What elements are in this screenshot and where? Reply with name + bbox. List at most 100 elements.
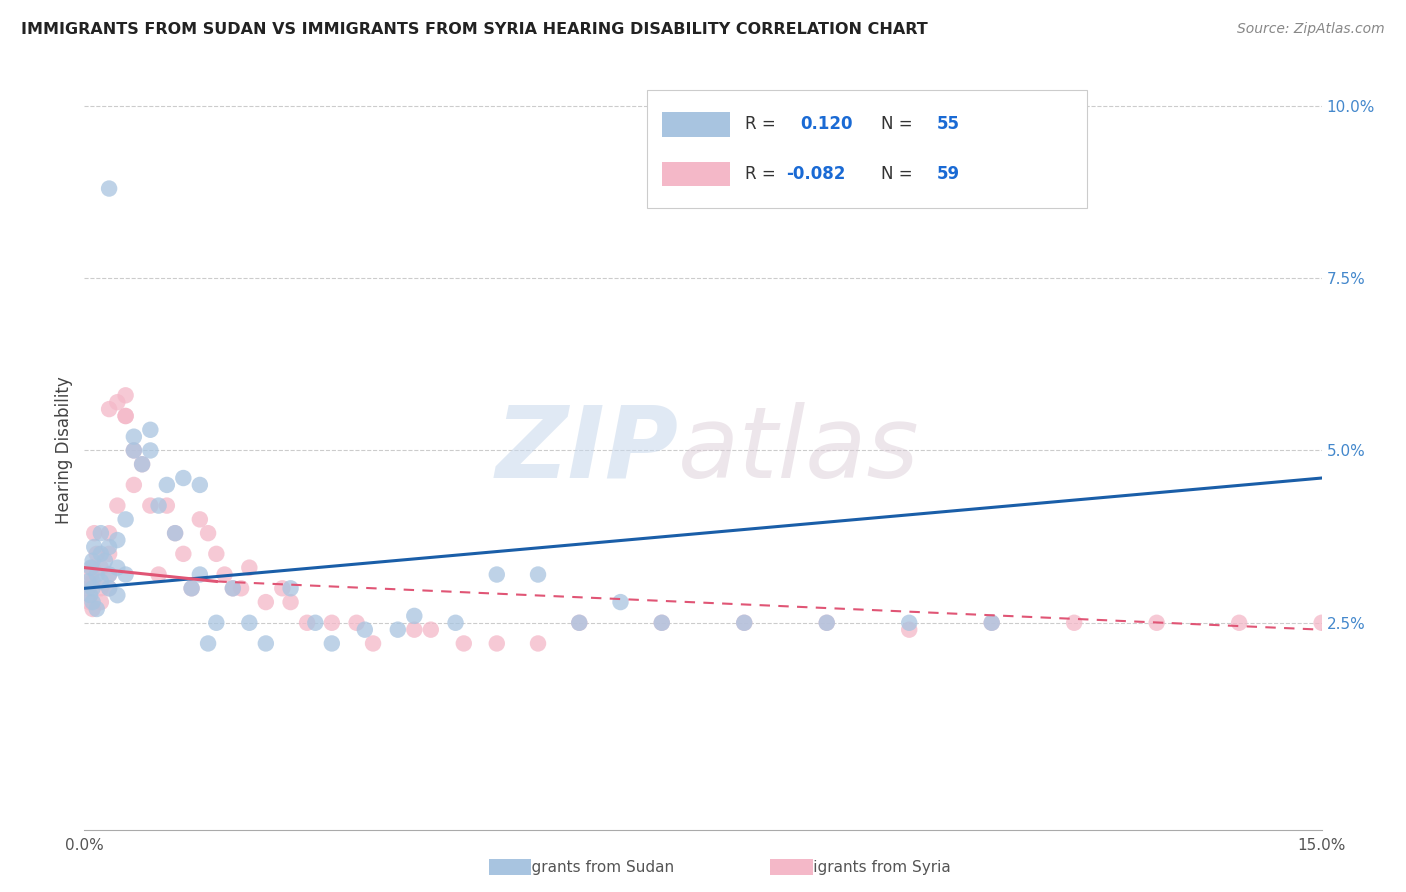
Point	[197, 526, 219, 541]
Point	[238, 615, 260, 630]
Point	[98, 181, 121, 195]
Point	[485, 567, 508, 582]
Point	[815, 615, 838, 630]
Point	[361, 636, 384, 650]
Point	[980, 615, 1002, 630]
Point	[254, 636, 277, 650]
Point	[83, 540, 105, 554]
Point	[321, 636, 343, 650]
Point	[568, 615, 591, 630]
Point	[156, 478, 179, 492]
Point	[280, 582, 302, 596]
Point	[271, 582, 294, 596]
Point	[188, 567, 211, 582]
Point	[98, 540, 121, 554]
Point	[90, 547, 112, 561]
FancyBboxPatch shape	[662, 161, 730, 186]
Point	[197, 636, 219, 650]
Point	[188, 512, 211, 526]
Text: atlas: atlas	[678, 402, 920, 499]
Point	[82, 574, 104, 589]
Point	[444, 615, 467, 630]
Point	[131, 457, 153, 471]
Point	[82, 602, 104, 616]
Point	[214, 567, 236, 582]
FancyBboxPatch shape	[662, 112, 730, 136]
Point	[180, 582, 202, 596]
Point	[86, 547, 108, 561]
Point	[148, 567, 170, 582]
Point	[609, 595, 631, 609]
Point	[98, 582, 121, 596]
Point	[404, 623, 426, 637]
Point	[172, 547, 194, 561]
Point	[139, 499, 162, 513]
Point	[205, 615, 228, 630]
Point	[419, 623, 441, 637]
Point	[82, 582, 104, 596]
Point	[148, 499, 170, 513]
Text: N =: N =	[882, 115, 918, 134]
Point	[387, 623, 409, 637]
Text: ZIP: ZIP	[495, 402, 678, 499]
Point	[733, 615, 755, 630]
Point	[229, 582, 252, 596]
Point	[651, 615, 673, 630]
Point	[79, 588, 101, 602]
Point	[321, 615, 343, 630]
Point	[1146, 615, 1168, 630]
Point	[83, 526, 105, 541]
Point	[156, 499, 179, 513]
FancyBboxPatch shape	[647, 90, 1087, 208]
Point	[815, 615, 838, 630]
Point	[1310, 615, 1333, 630]
Point	[165, 526, 187, 541]
Text: IMMIGRANTS FROM SUDAN VS IMMIGRANTS FROM SYRIA HEARING DISABILITY CORRELATION CH: IMMIGRANTS FROM SUDAN VS IMMIGRANTS FROM…	[21, 22, 928, 37]
Point	[114, 409, 136, 423]
Point	[165, 526, 187, 541]
Point	[90, 574, 112, 589]
Point	[82, 560, 104, 574]
Point	[114, 512, 136, 526]
Point	[82, 595, 104, 609]
Point	[139, 443, 162, 458]
Point	[122, 443, 145, 458]
Point	[1063, 615, 1085, 630]
Point	[82, 554, 104, 568]
Point	[898, 623, 921, 637]
Point	[114, 409, 136, 423]
Point	[105, 560, 128, 574]
Point	[346, 615, 368, 630]
Point	[295, 615, 318, 630]
Point	[651, 615, 673, 630]
Point	[98, 567, 121, 582]
Point	[238, 560, 260, 574]
Point	[122, 443, 145, 458]
Point	[122, 478, 145, 492]
Point	[304, 615, 326, 630]
Point	[568, 615, 591, 630]
Point	[353, 623, 375, 637]
Point	[172, 471, 194, 485]
Point	[80, 560, 103, 574]
Text: -0.082: -0.082	[786, 165, 845, 183]
Point	[205, 547, 228, 561]
Point	[77, 574, 100, 589]
Point	[90, 582, 112, 596]
Point	[80, 567, 103, 582]
Text: R =: R =	[745, 165, 782, 183]
Point	[180, 582, 202, 596]
Point	[114, 388, 136, 402]
Y-axis label: Hearing Disability: Hearing Disability	[55, 376, 73, 524]
Text: 59: 59	[936, 165, 960, 183]
Point	[98, 402, 121, 417]
Point	[79, 595, 101, 609]
Text: Immigrants from Syria: Immigrants from Syria	[779, 860, 950, 874]
Point	[94, 554, 117, 568]
Point	[98, 547, 121, 561]
Point	[105, 588, 128, 602]
Point	[188, 478, 211, 492]
Point	[105, 533, 128, 547]
Point	[254, 595, 277, 609]
Point	[98, 567, 121, 582]
